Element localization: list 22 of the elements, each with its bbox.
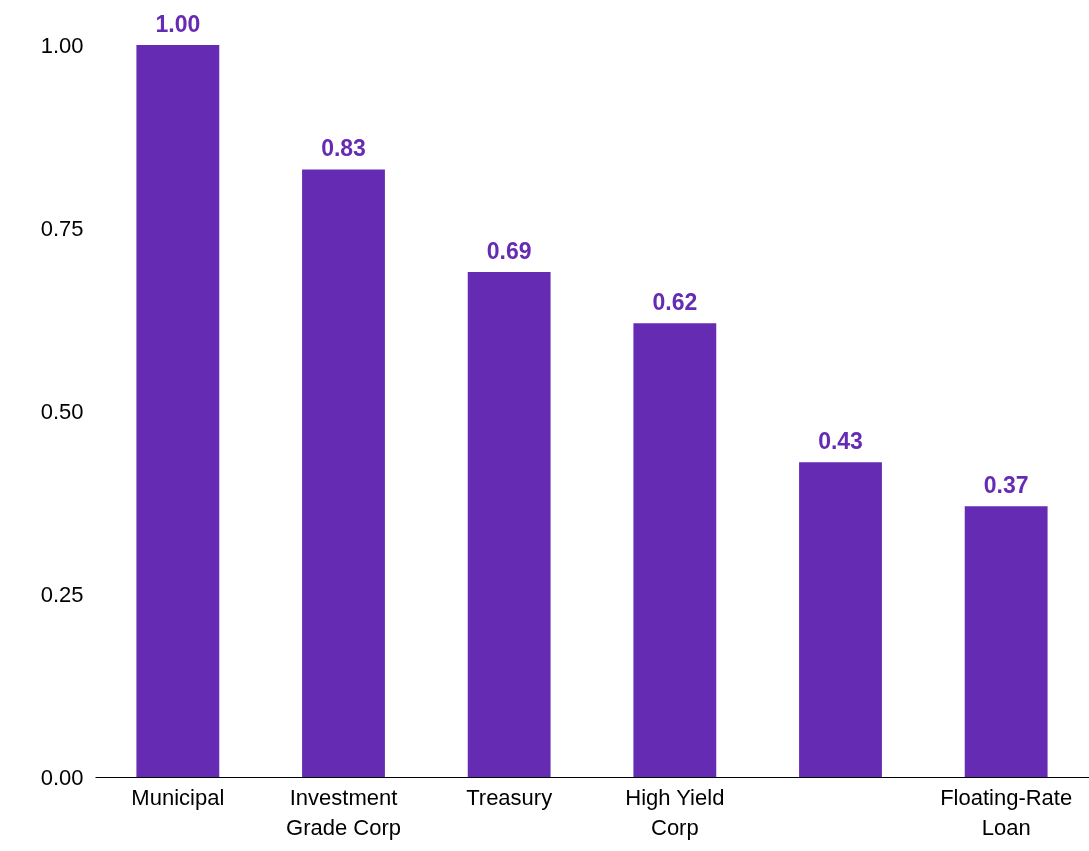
bar bbox=[467, 271, 551, 777]
bar bbox=[136, 45, 220, 777]
data-label: 0.83 bbox=[321, 135, 366, 162]
y-tick-label: 0.25 bbox=[40, 581, 84, 607]
y-tick-label: 0.00 bbox=[40, 764, 84, 790]
x-tick-label: Floating-Rate Loan bbox=[940, 784, 1073, 840]
bar bbox=[633, 323, 717, 777]
bar bbox=[964, 506, 1048, 777]
data-label: 0.37 bbox=[983, 472, 1029, 499]
data-label: 0.69 bbox=[486, 237, 532, 264]
x-tick-label: High Yield Corp bbox=[625, 784, 725, 840]
data-label: 0.43 bbox=[818, 428, 863, 455]
bar bbox=[302, 169, 385, 777]
bar bbox=[799, 462, 882, 777]
x-tick-label: Municipal bbox=[131, 784, 225, 810]
data-label: 1.00 bbox=[155, 11, 201, 37]
y-tick-label: 0.75 bbox=[40, 215, 84, 241]
y-tick-label: 0.50 bbox=[40, 398, 84, 424]
x-tick-label: Investment Grade Corp bbox=[286, 784, 401, 840]
x-tick-label: Treasury bbox=[466, 784, 553, 810]
y-tick-label: 1.00 bbox=[40, 32, 84, 58]
data-label: 0.62 bbox=[652, 289, 698, 316]
